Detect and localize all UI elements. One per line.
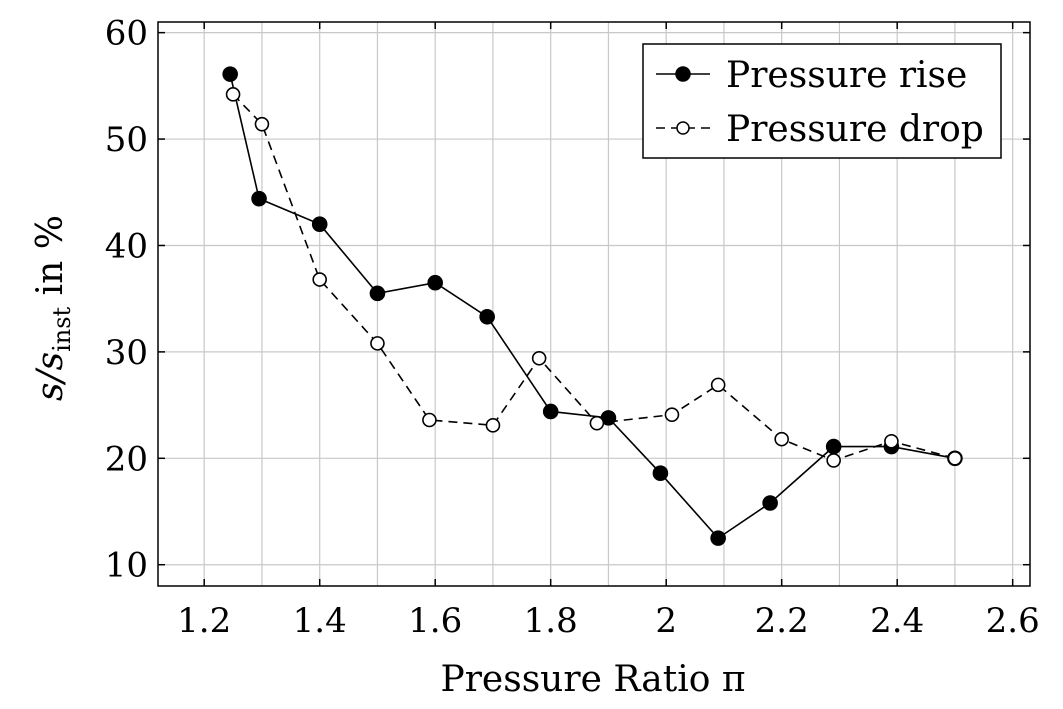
data-point-pressure-drop [710, 377, 726, 393]
data-point-pressure-rise [652, 465, 669, 482]
data-point-pressure-drop [531, 350, 547, 366]
data-point-pressure-rise [427, 274, 443, 291]
data-point-pressure-rise [479, 308, 495, 325]
y-axis-title: s/sinst in % [30, 215, 76, 401]
x-axis-title: Pressure Ratio π [441, 659, 746, 700]
legend-entry-pressure-drop: Pressure drop [656, 109, 984, 150]
x-tick-label: 1.2 [177, 601, 231, 641]
axis-ticks: 1.2 1.4 1.6 1.8 2 2.2 2.4 2.6 10 20 30 40 50 60 [105, 14, 1040, 641]
x-tick-label: 1.6 [408, 601, 462, 641]
x-tick-label: 1.4 [293, 601, 347, 641]
y-tick-label: 30 [105, 333, 148, 373]
data-point-pressure-rise [825, 438, 842, 455]
legend-label-pressure-drop: Pressure drop [726, 109, 984, 150]
series-layer [222, 66, 963, 546]
data-point-pressure-drop [422, 412, 437, 428]
y-tick-label: 10 [105, 546, 148, 586]
data-point-pressure-drop [884, 433, 899, 449]
data-point-pressure-rise [222, 66, 238, 82]
data-point-pressure-rise [251, 190, 267, 207]
legend-box [642, 43, 1002, 159]
y-tick-label: 60 [105, 14, 148, 54]
data-point-pressure-rise [369, 285, 386, 302]
series-line-pressure-drop [232, 93, 956, 462]
data-point-pressure-drop [225, 87, 241, 102]
data-point-pressure-drop [947, 451, 963, 466]
y-tick-label: 20 [105, 439, 148, 479]
data-point-pressure-drop [485, 418, 501, 433]
data-point-pressure-drop [826, 453, 841, 468]
y-axis-title-subscript: inst [48, 306, 76, 351]
y-tick-label: 40 [105, 226, 148, 266]
legend-label-pressure-rise: Pressure rise [726, 55, 967, 96]
data-point-pressure-drop [254, 116, 270, 132]
data-point-pressure-drop [370, 336, 385, 351]
legend-entry-pressure-rise: Pressure rise [656, 55, 967, 96]
data-point-pressure-rise [311, 216, 328, 232]
x-tick-label: 2.4 [870, 601, 924, 641]
legend-marker-filled [675, 66, 691, 82]
y-tick-label: 50 [105, 120, 148, 160]
plot-frame [157, 21, 1031, 587]
legend: Pressure rise Pressure drop [642, 43, 1002, 159]
data-point-pressure-rise [542, 403, 559, 420]
data-point-pressure-drop [312, 272, 327, 287]
data-point-pressure-rise [710, 530, 726, 546]
legend-marker-open [676, 121, 690, 135]
y-axis-title-suffix: in % [30, 215, 71, 307]
y-axis-title-main: s/s [30, 352, 71, 401]
x-tick-label: 2.6 [986, 601, 1040, 641]
data-point-pressure-drop [589, 415, 605, 431]
x-tick-label: 2 [655, 601, 677, 641]
data-point-pressure-rise [762, 495, 778, 511]
series-pressure-drop [225, 87, 963, 468]
data-point-pressure-drop [664, 407, 680, 422]
x-tick-label: 2.2 [755, 601, 809, 641]
x-tick-label: 1.8 [524, 601, 578, 641]
data-point-pressure-drop [774, 431, 789, 447]
